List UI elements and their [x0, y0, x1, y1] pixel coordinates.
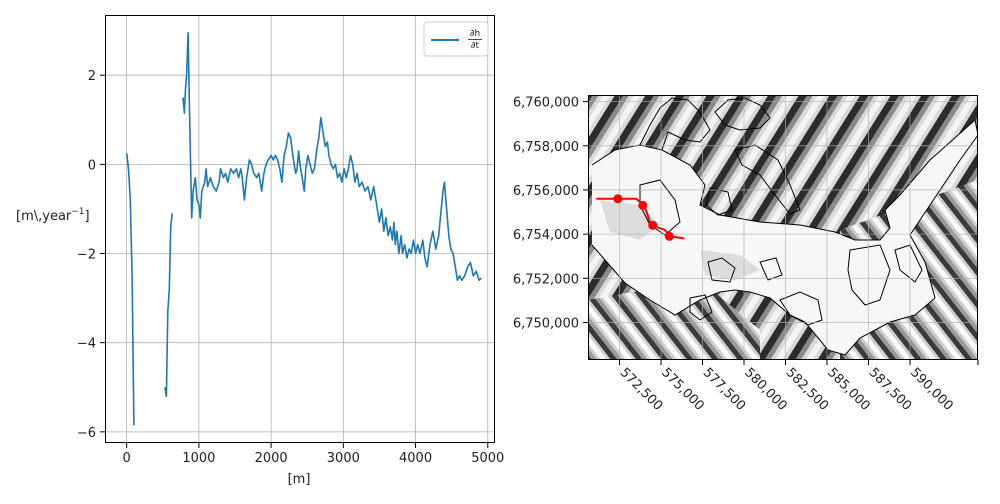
legend-label-denominator: ∂t [471, 41, 480, 51]
map-y-tick-label: 6,760,000 [513, 96, 579, 111]
series-dhdt [125, 31, 482, 426]
map-grid [588, 95, 978, 360]
x-tick-label: 0 [123, 451, 131, 466]
glacier-outline-north-3 [734, 144, 801, 215]
map-chart: 572,500575,000577,500580,000582,500585,0… [513, 95, 979, 414]
y-tick-label: −4 [77, 337, 96, 352]
map-y-tick-label: 6,752,000 [513, 272, 579, 287]
legend-label-numerator: ∂h [470, 29, 480, 39]
glacier-outline-nunatak-4 [759, 257, 783, 281]
y-tick-label: −6 [77, 426, 96, 441]
x-tick-label: 3000 [327, 451, 360, 466]
line-chart-y-ticks: −6 −4 −2 0 2 [77, 69, 105, 441]
y-tick-label: 2 [88, 69, 96, 84]
map-y-ticks: 6,750,000 6,752,000 6,754,000 6,756,000 6,75… [513, 96, 588, 331]
x-axis-label: [m] [288, 472, 311, 487]
glacier-shading [600, 200, 760, 280]
map-y-tick-label: 6,750,000 [513, 316, 579, 331]
y-tick-label: −2 [77, 248, 96, 263]
glacier-outline-nunatak-5 [847, 244, 891, 306]
map-x-tick-label: 587,500 [866, 365, 915, 414]
map-x-tick-label: 582,500 [783, 365, 832, 414]
map-x-tick-label: 590,000 [907, 365, 956, 414]
profile-point [648, 220, 658, 230]
x-tick-label: 4000 [399, 451, 432, 466]
profile-point [613, 194, 623, 204]
map-y-tick-label: 6,756,000 [513, 184, 579, 199]
map-axes-frame [588, 95, 978, 360]
map-x-tick-label: 572,500 [617, 365, 666, 414]
glacier-outline-nunatak-6 [894, 244, 923, 283]
glacier-outline-nunatak-2 [705, 187, 733, 216]
map-x-tick-label: 580,000 [741, 365, 790, 414]
series-line-segment [164, 213, 173, 398]
map-x-tick-label: 585,000 [824, 365, 873, 414]
profile-points [613, 194, 674, 241]
line-chart: 0 1000 2000 3000 4000 5000 −6 −4 −2 0 2 [m] [m\,y… [16, 15, 504, 487]
line-chart-grid [105, 15, 495, 443]
y-axis-label: [m\,year−1] [16, 207, 90, 224]
series-line-segment [125, 153, 135, 426]
glacier-outline-south-1 [779, 291, 823, 326]
hillshade-raster [588, 95, 978, 360]
map-y-tick-label: 6,758,000 [513, 140, 579, 155]
series-line-segment [182, 31, 482, 282]
y-tick-label: 0 [88, 158, 96, 173]
line-chart-axes-frame [105, 15, 495, 443]
glacier-outline-nunatak-3 [707, 257, 736, 283]
map-x-tick-label: 577,500 [700, 365, 749, 414]
x-tick-label: 2000 [255, 451, 288, 466]
profile-point [664, 231, 674, 241]
glacier-outline-north-1 [639, 97, 711, 151]
hillshade-west-slopes [588, 280, 760, 360]
x-tick-label: 1000 [182, 451, 215, 466]
profile-overlay [596, 194, 685, 241]
map-x-tick-label: 575,000 [658, 365, 707, 414]
x-tick-label: 5000 [471, 451, 504, 466]
glacier-outline-north-2 [714, 97, 771, 131]
line-chart-x-ticks: 0 1000 2000 3000 4000 5000 [123, 443, 504, 466]
legend: ∂h ∂t [423, 21, 489, 57]
map-y-tick-label: 6,754,000 [513, 228, 579, 243]
glacier-outlines [591, 97, 978, 356]
map-x-ticks: 572,500575,000577,500580,000582,500585,0… [617, 360, 979, 414]
profile-point [638, 200, 648, 210]
